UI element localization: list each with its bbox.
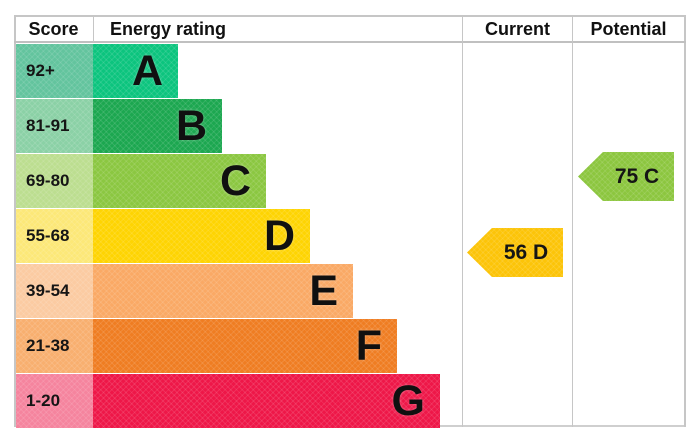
score-range-d: 55-68 xyxy=(16,209,93,263)
rating-table: Score Energy rating Current Potential 92… xyxy=(14,15,686,428)
band-row-c: 69-80 C xyxy=(16,153,576,208)
table-left-border xyxy=(14,15,16,427)
header-underline xyxy=(14,41,686,43)
rating-bands-area: 92+ A 81-91 B 69-80 C 55-68 D 39-54 E 21-38 F 1-20 G xyxy=(16,43,576,428)
header-current: Current xyxy=(484,19,550,39)
band-row-d: 55-68 D xyxy=(16,208,576,263)
band-bar-e: E xyxy=(93,264,353,318)
band-row-e: 39-54 E xyxy=(16,263,576,318)
score-range-a: 92+ xyxy=(16,44,93,98)
score-range-e: 39-54 xyxy=(16,264,93,318)
score-range-g: 1-20 xyxy=(16,374,93,428)
band-bar-f: F xyxy=(93,319,397,373)
score-range-b: 81-91 xyxy=(16,99,93,153)
band-row-f: 21-38 F xyxy=(16,318,576,373)
potential-rating-label: 75 C xyxy=(614,164,660,188)
header-score: Score xyxy=(28,19,79,39)
band-row-a: 92+ A xyxy=(16,43,576,98)
band-bar-c: C xyxy=(93,154,266,208)
band-row-g: 1-20 G xyxy=(16,373,576,428)
header-potential: Potential xyxy=(590,19,667,39)
band-row-b: 81-91 B xyxy=(16,98,576,153)
table-right-border xyxy=(684,15,686,427)
header-energy-rating: Energy rating xyxy=(110,19,227,39)
current-column-divider xyxy=(462,15,463,427)
band-bar-b: B xyxy=(93,99,222,153)
score-range-f: 21-38 xyxy=(16,319,93,373)
potential-column-divider xyxy=(572,15,573,427)
score-range-c: 69-80 xyxy=(16,154,93,208)
potential-rating-arrow: 75 C xyxy=(578,152,674,201)
band-bar-g: G xyxy=(93,374,440,428)
band-bar-d: D xyxy=(93,209,310,263)
score-column-divider xyxy=(93,15,94,42)
current-rating-arrow: 56 D xyxy=(467,228,563,277)
table-top-border xyxy=(14,15,686,17)
current-rating-label: 56 D xyxy=(503,240,549,264)
band-bar-a: A xyxy=(93,44,178,98)
